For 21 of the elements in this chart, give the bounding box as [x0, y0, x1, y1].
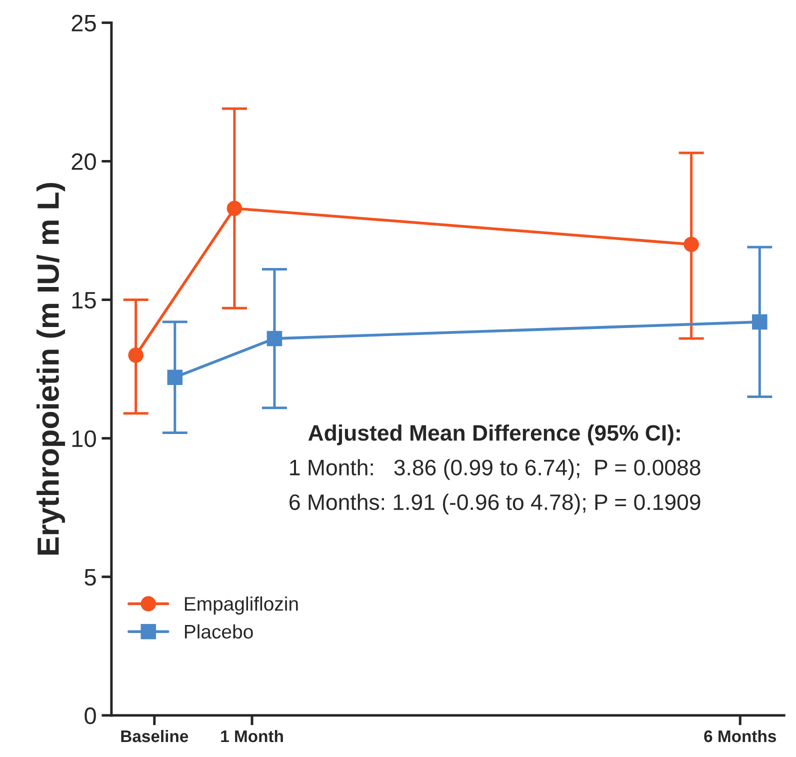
- y-tick-label: 25: [72, 14, 96, 32]
- point: [128, 348, 144, 363]
- annotation: Adjusted Mean Difference (95% CI):: [308, 424, 680, 446]
- y-tick-label: 10: [72, 430, 96, 448]
- x-tick-label: 6 Months: [704, 730, 776, 742]
- legend-label: Placebo: [184, 624, 253, 639]
- x-tick-label: 1 Month: [221, 730, 283, 742]
- y-axis-title: Erythropoietin (m IU/ m L): [36, 182, 66, 555]
- x-tick-label: Baseline: [121, 730, 188, 742]
- annotation: 1 Month: 3.86 (0.99 to 6.74); P = 0.0088: [290, 459, 700, 480]
- y-tick-label: 15: [72, 292, 96, 309]
- y-tick-label: 5: [84, 569, 96, 586]
- point: [167, 370, 183, 385]
- point: [226, 200, 242, 216]
- point: [684, 236, 699, 252]
- y-tick-label: 0: [84, 707, 96, 724]
- annotation: 6 Months: 1.91 (-0.96 to 4.78); P = 0.1909: [290, 494, 700, 514]
- legend-label: Empagliflozin: [184, 596, 298, 615]
- y-tick-label: 20: [72, 153, 96, 170]
- point: [266, 330, 282, 346]
- point: [752, 314, 768, 330]
